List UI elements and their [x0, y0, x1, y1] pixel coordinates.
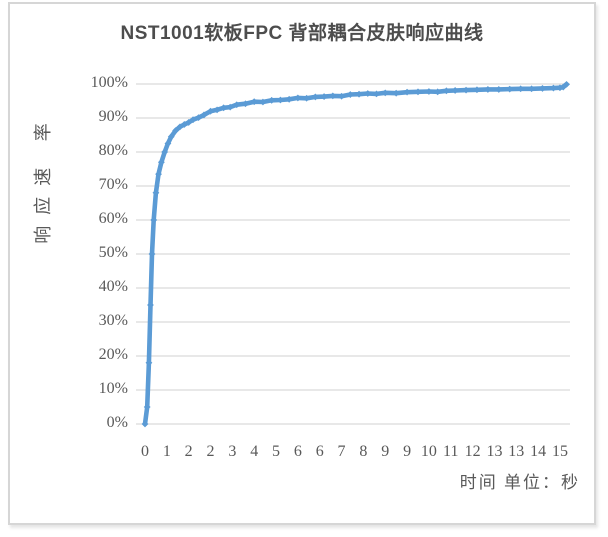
- y-tick-label: 80%: [98, 142, 128, 159]
- x-tick-label: 2: [206, 443, 215, 460]
- y-tick-label: 0%: [106, 414, 128, 431]
- y-tick-label: 50%: [98, 244, 128, 261]
- plot-area: [136, 80, 570, 428]
- chart-frame: NST1001软板FPC 背部耦合皮肤响应曲线 响应速 率 时间 单位：秒 10…: [8, 2, 596, 525]
- y-tick-label: 10%: [98, 380, 128, 397]
- x-tick-label: 6: [293, 443, 302, 460]
- x-tick-label: 5: [272, 443, 281, 460]
- y-tick-label: 20%: [98, 346, 128, 363]
- y-tick-label: 40%: [98, 278, 128, 295]
- y-tick-label: 90%: [98, 108, 128, 125]
- y-tick-label: 100%: [90, 74, 128, 91]
- y-tick-label: 30%: [98, 312, 128, 329]
- x-tick-label: 7: [337, 443, 346, 460]
- x-tick-label: 15: [551, 443, 568, 460]
- x-tick-label: 3: [228, 443, 237, 460]
- x-tick-label: 9: [403, 443, 412, 460]
- x-tick-label: 13: [508, 443, 525, 460]
- x-tick-label: 1: [162, 443, 171, 460]
- x-tick-label: 14: [530, 443, 547, 460]
- x-tick-label: 12: [464, 443, 481, 460]
- x-tick-label: 8: [359, 443, 368, 460]
- x-tick-label: 4: [250, 443, 259, 460]
- x-axis-title: 时间 单位：秒: [459, 473, 580, 492]
- x-tick-label: 0: [141, 443, 149, 460]
- y-tick-label: 70%: [98, 176, 128, 193]
- x-tick-label: 2: [184, 443, 193, 460]
- x-tick-label: 9: [381, 443, 390, 460]
- x-tick-label: 11: [443, 443, 459, 460]
- y-tick-label: 60%: [98, 210, 128, 227]
- x-tick-label: 10: [420, 443, 437, 460]
- x-tick-label: 6: [315, 443, 324, 460]
- chart-title: NST1001软板FPC 背部耦合皮肤响应曲线: [120, 23, 484, 44]
- x-tick-label: 13: [486, 443, 503, 460]
